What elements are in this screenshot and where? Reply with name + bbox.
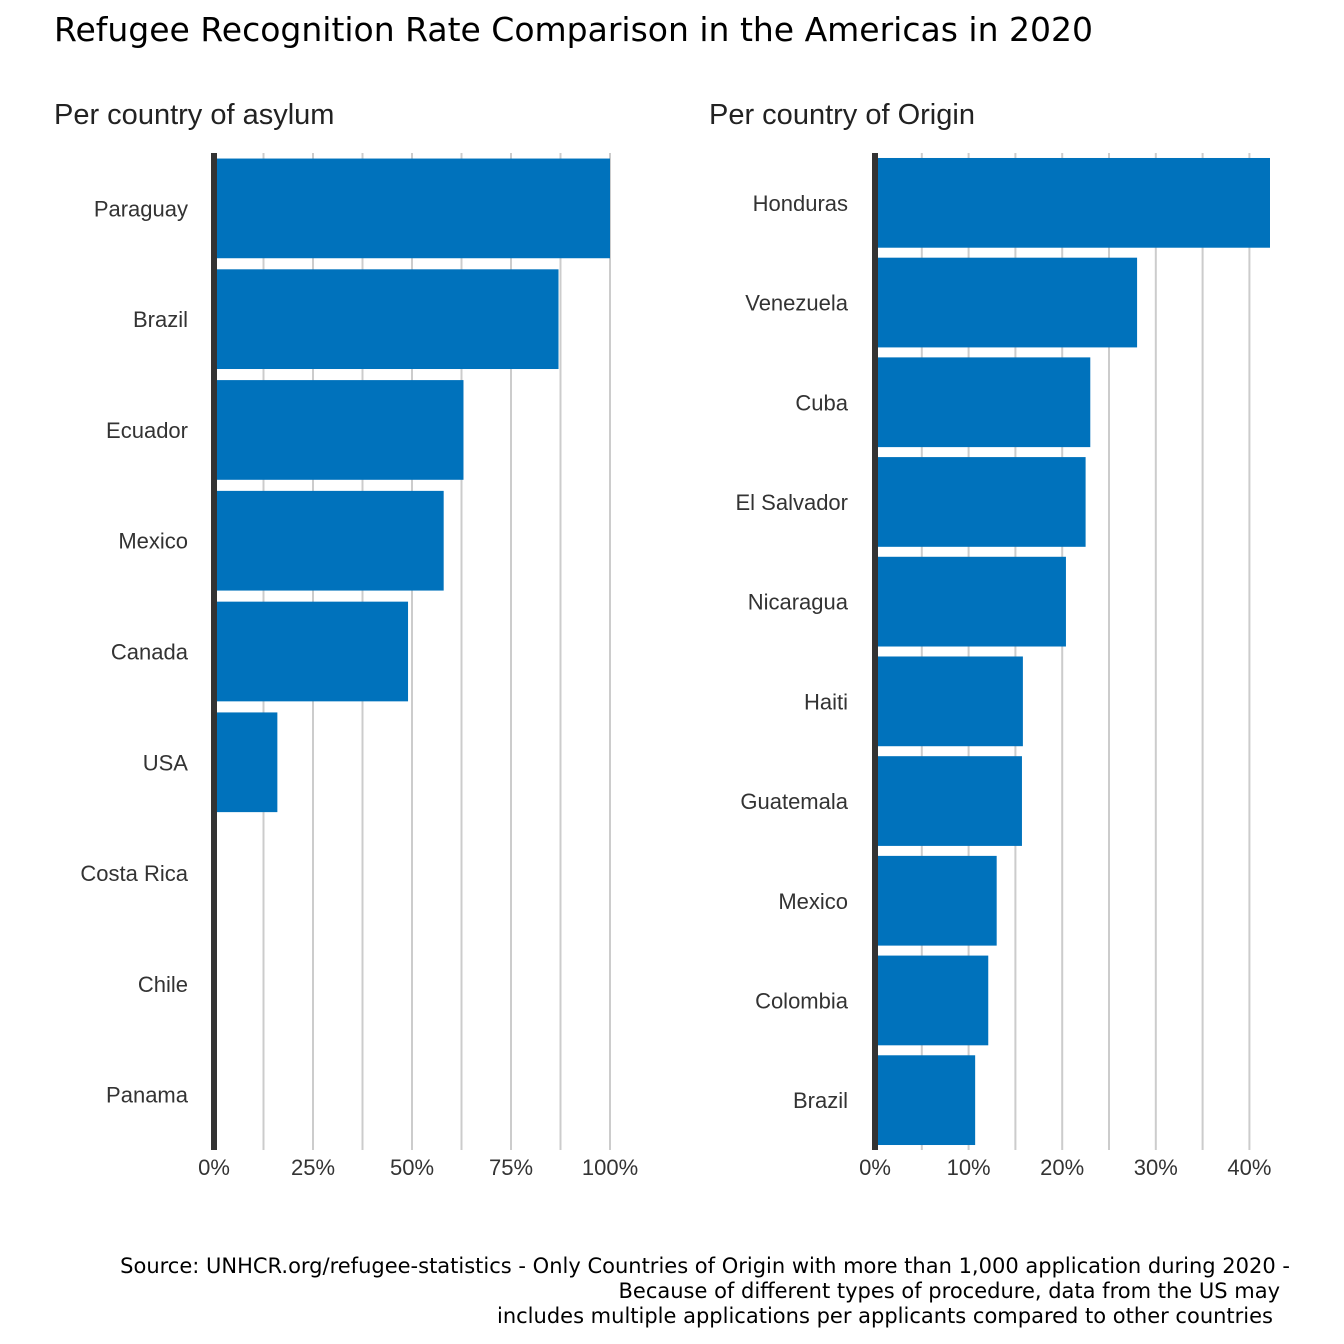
x-tick-label: 0%: [198, 1155, 230, 1180]
x-tick-label: 75%: [489, 1155, 533, 1180]
panel-asylum: Paraguay Brazil Ecuador Mexico Canada USA Cost…: [80, 153, 638, 1180]
x-tick-label: 0%: [859, 1155, 891, 1180]
bar: [875, 855, 997, 946]
bar: [214, 158, 610, 259]
panel-subtitle-origin: Per country of Origin: [709, 99, 975, 131]
x-tick-label: 25%: [291, 1155, 335, 1180]
category-label: Venezuela: [745, 291, 849, 316]
category-label: Honduras: [753, 191, 848, 216]
x-tick-label: 40%: [1227, 1155, 1271, 1180]
category-label: Canada: [111, 640, 189, 665]
category-label: Mexico: [778, 889, 848, 914]
x-tick-label: 10%: [947, 1155, 991, 1180]
bar: [214, 601, 409, 702]
category-label: Mexico: [118, 529, 188, 554]
bar: [875, 955, 989, 1046]
x-tick-label: 30%: [1134, 1155, 1178, 1180]
x-tick-label: 50%: [390, 1155, 434, 1180]
category-label: Nicaragua: [748, 590, 849, 615]
category-label: Paraguay: [94, 196, 188, 221]
category-label: Haiti: [804, 689, 848, 714]
category-label: Panama: [106, 1083, 189, 1108]
bar: [875, 257, 1138, 348]
category-label: El Salvador: [735, 490, 848, 515]
bar: [214, 380, 464, 480]
caption-line-3: includes multiple applications per appli…: [497, 1304, 1273, 1328]
category-label: Guatemala: [740, 789, 848, 814]
category-label: Costa Rica: [80, 861, 188, 886]
bar: [875, 357, 1091, 448]
bar: [214, 490, 444, 591]
chart-title: Refugee Recognition Rate Comparison in t…: [54, 10, 1093, 49]
bar: [875, 656, 1023, 747]
bar: [875, 756, 1022, 846]
category-label: Brazil: [793, 1088, 848, 1113]
x-tick-label: 20%: [1040, 1155, 1084, 1180]
category-label: Chile: [138, 972, 188, 997]
bar: [875, 157, 1270, 248]
bar: [875, 1055, 976, 1146]
bar: [875, 457, 1086, 547]
bar: [214, 269, 559, 370]
panel-subtitle-asylum: Per country of asylum: [54, 99, 334, 131]
panel-origin: Honduras Venezuela Cuba El Salvador Nicaragu…: [735, 153, 1271, 1180]
category-label: Brazil: [133, 307, 188, 332]
category-label: Colombia: [755, 988, 849, 1013]
bar: [875, 556, 1066, 647]
x-tick-label: 100%: [582, 1155, 638, 1180]
caption-line-2: Because of different types of procedure,…: [619, 1279, 1281, 1303]
caption-line-1: Source: UNHCR.org/refugee-statistics - O…: [120, 1254, 1290, 1278]
category-label: USA: [143, 750, 189, 775]
bar: [214, 712, 278, 813]
category-label: Ecuador: [106, 418, 188, 443]
category-label: Cuba: [795, 390, 848, 415]
